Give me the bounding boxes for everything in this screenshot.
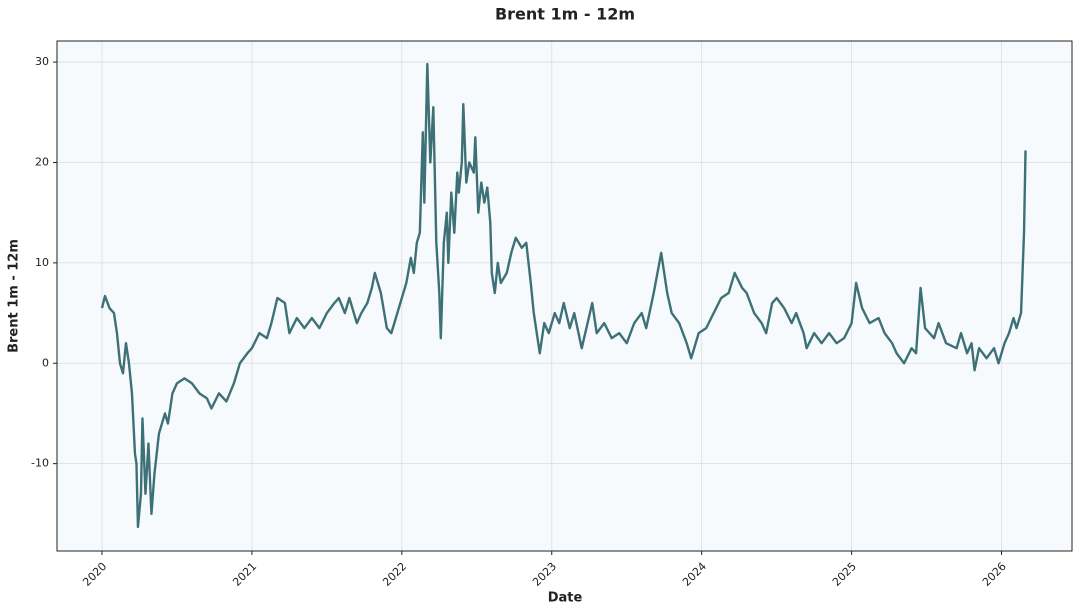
x-tick-label: 2022: [380, 560, 409, 589]
x-tick-label: 2023: [530, 560, 559, 589]
x-tick-label: 2021: [230, 560, 259, 589]
y-tick-label: 0: [42, 356, 49, 369]
x-tick-label: 2024: [680, 560, 709, 589]
y-tick-label: 30: [35, 55, 49, 68]
x-tick-label: 2025: [830, 560, 859, 589]
plot-frame: [56, 40, 1073, 552]
chart-title: Brent 1m - 12m: [495, 5, 635, 24]
x-tick-label: 2020: [80, 560, 109, 589]
data-line: [100, 62, 1027, 529]
y-axis-label: Brent 1m - 12m: [7, 239, 22, 353]
x-axis-label: Date: [548, 591, 583, 606]
y-tick-label: -10: [31, 457, 49, 470]
plot-area: [57, 41, 1072, 551]
y-tick-label: 10: [35, 256, 49, 269]
y-tick-label: 20: [35, 155, 49, 168]
x-tick-label: 2026: [980, 560, 1009, 589]
